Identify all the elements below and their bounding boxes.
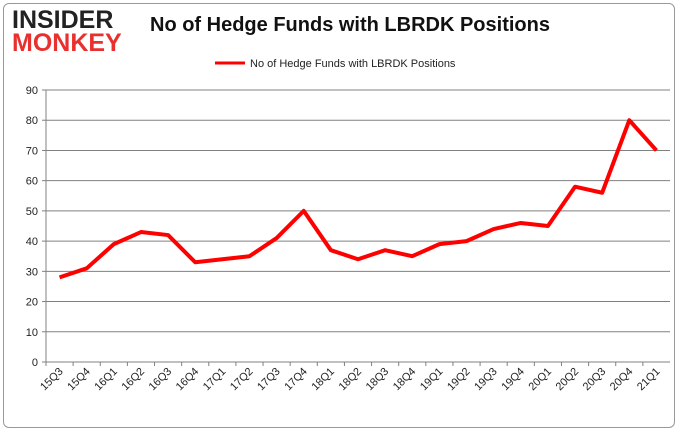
x-tick-label: 17Q1 [201, 366, 229, 394]
chart-title: No of Hedge Funds with LBRDK Positions [150, 14, 550, 36]
x-tick-label: 19Q1 [418, 366, 446, 394]
series-line [58, 118, 658, 280]
x-tick-label: 18Q3 [364, 366, 392, 394]
x-tick-label: 20Q1 [527, 366, 555, 394]
x-tick-label: 16Q4 [174, 366, 202, 394]
y-tick-label: 60 [26, 176, 38, 188]
x-tick-label: 17Q2 [228, 366, 256, 394]
x-tick-label: 17Q3 [255, 366, 283, 394]
x-tick-label: 18Q2 [337, 366, 365, 394]
y-tick-label: 30 [26, 266, 38, 278]
x-tick-label: 16Q2 [120, 366, 148, 394]
x-tick-label: 16Q1 [92, 366, 120, 394]
legend-label: No of Hedge Funds with LBRDK Positions [250, 58, 456, 70]
y-tick-label: 10 [26, 327, 38, 339]
x-tick-label: 19Q2 [445, 366, 473, 394]
x-tick-label: 20Q4 [608, 366, 636, 394]
x-tick-label: 18Q4 [391, 366, 419, 394]
y-tick-label: 80 [26, 115, 38, 127]
x-tick-label: 15Q4 [65, 366, 93, 394]
x-tick-label: 17Q4 [282, 366, 310, 394]
chart-frame [3, 3, 675, 428]
logo-insider: INSIDER [12, 6, 114, 34]
y-tick-label: 0 [32, 357, 38, 369]
y-tick-label: 50 [26, 206, 38, 218]
y-tick-label: 40 [26, 236, 38, 248]
x-tick-label: 20Q2 [554, 366, 582, 394]
logo-monkey: MONKEY [12, 29, 122, 57]
x-tick-label: 15Q3 [38, 366, 66, 394]
x-tick-label: 19Q4 [499, 366, 527, 394]
y-tick-label: 70 [26, 145, 38, 157]
x-tick-label: 21Q1 [635, 366, 663, 394]
y-tick-label: 90 [26, 85, 38, 97]
y-tick-label: 20 [26, 297, 38, 309]
x-tick-label: 18Q1 [309, 366, 337, 394]
x-tick-label: 19Q3 [472, 366, 500, 394]
x-tick-label: 16Q3 [147, 366, 175, 394]
x-tick-label: 20Q3 [581, 366, 609, 394]
